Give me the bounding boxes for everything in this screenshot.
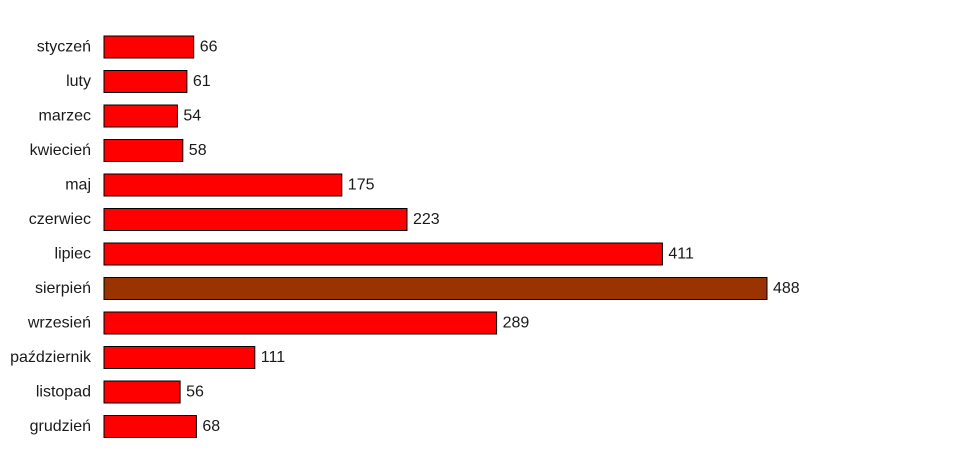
value-label-3: 58 <box>189 142 207 159</box>
category-labels: styczeń luty marzec kwiecień maj czerwiec lipi… <box>10 39 92 436</box>
bar-7 <box>103 277 768 300</box>
category-label-4: maj <box>65 177 91 194</box>
value-labels: 66 61 54 58 175 223 411 488 289 111 56 68 <box>183 39 799 436</box>
value-label-8: 289 <box>503 315 530 332</box>
category-label-9: październik <box>10 349 92 366</box>
value-label-10: 56 <box>186 384 204 401</box>
bar-11 <box>103 415 197 438</box>
bar-0 <box>103 35 195 59</box>
value-label-6: 411 <box>668 246 694 263</box>
value-label-9: 111 <box>261 349 285 366</box>
bar-9 <box>103 346 256 369</box>
category-label-2: marzec <box>39 108 91 125</box>
bar-3 <box>103 139 184 162</box>
category-label-7: sierpień <box>35 280 91 297</box>
bar-1 <box>103 70 188 93</box>
value-label-5: 223 <box>413 211 440 228</box>
category-label-11: grudzień <box>30 418 91 435</box>
bar-2 <box>103 104 178 128</box>
category-label-3: kwiecień <box>30 142 91 159</box>
bar-5 <box>103 208 408 231</box>
bar-8 <box>103 311 498 335</box>
bar-10 <box>103 380 181 404</box>
value-label-0: 66 <box>200 39 218 56</box>
bar-4 <box>103 173 343 197</box>
category-label-0: styczeń <box>37 39 91 56</box>
value-label-11: 68 <box>202 418 220 435</box>
category-label-8: wrzesień <box>27 315 91 332</box>
bar-6 <box>103 242 663 266</box>
value-label-4: 175 <box>348 177 375 194</box>
category-label-5: czerwiec <box>29 211 91 228</box>
category-label-10: listopad <box>36 384 91 401</box>
value-label-1: 61 <box>193 73 211 90</box>
value-label-7: 488 <box>773 280 800 297</box>
bars-layer <box>103 35 768 438</box>
category-label-1: luty <box>66 73 91 90</box>
value-label-2: 54 <box>183 108 201 125</box>
category-label-6: lipiec <box>55 246 91 263</box>
